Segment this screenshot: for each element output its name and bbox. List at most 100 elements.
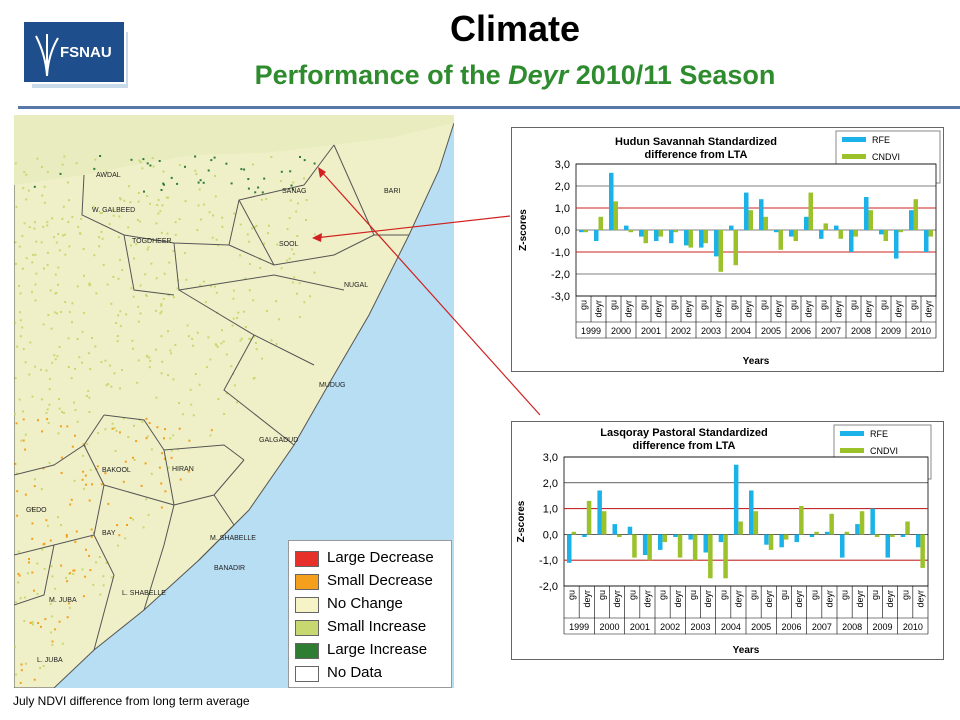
ndvi-pixel xyxy=(216,346,219,348)
bar-rfe xyxy=(870,508,875,535)
ndvi-pixel xyxy=(29,621,32,624)
ndvi-pixel xyxy=(135,440,138,443)
ndvi-pixel xyxy=(102,575,105,578)
ndvi-pixel xyxy=(42,225,45,228)
ndvi-pixel xyxy=(160,231,163,234)
ndvi-pixel xyxy=(148,422,151,425)
ndvi-pixel xyxy=(81,361,83,364)
ndvi-pixel xyxy=(61,217,64,220)
bar-cndvi xyxy=(628,230,633,233)
ndvi-pixel xyxy=(280,170,283,173)
ndvi-pixel xyxy=(252,299,255,302)
bar-cndvi xyxy=(688,230,693,248)
ndvi-pixel xyxy=(137,200,140,203)
ndvi-pixel xyxy=(190,403,193,406)
season-label: deyr xyxy=(733,590,743,608)
ndvi-pixel xyxy=(62,205,65,208)
season-label: gu xyxy=(879,300,889,310)
year-label: 2006 xyxy=(781,622,801,632)
ndvi-pixel xyxy=(33,185,36,188)
bar-rfe xyxy=(749,490,754,535)
ndvi-pixel xyxy=(22,439,25,442)
season-label: deyr xyxy=(804,300,814,318)
ndvi-pixel xyxy=(209,285,212,288)
bar-cndvi xyxy=(658,230,663,237)
ndvi-pixel xyxy=(50,631,53,634)
y-axis-label: Z-scores xyxy=(516,500,527,542)
bar-cndvi xyxy=(829,513,834,535)
ndvi-pixel xyxy=(46,524,49,527)
region-label: M. JUBA xyxy=(49,597,77,604)
plot-area xyxy=(563,456,929,587)
season-label: gu xyxy=(909,300,919,310)
ndvi-pixel xyxy=(32,253,35,256)
bar-cndvi xyxy=(763,216,768,230)
ndvi-pixel xyxy=(215,291,218,294)
ndvi-pixel xyxy=(19,311,22,314)
ndvi-pixel xyxy=(145,295,148,297)
x-axis-label: Years xyxy=(743,356,770,367)
ndvi-pixel xyxy=(102,584,105,587)
ndvi-pixel xyxy=(24,493,27,496)
ndvi-pixel xyxy=(33,221,36,224)
ndvi-pixel xyxy=(87,389,90,392)
season-label: deyr xyxy=(642,590,652,608)
ndvi-pixel xyxy=(18,245,21,248)
ndvi-pixel xyxy=(210,429,213,432)
ndvi-pixel xyxy=(280,267,283,270)
ndvi-pixel xyxy=(158,466,161,469)
ndvi-pixel xyxy=(36,592,39,595)
ndvi-pixel xyxy=(275,300,278,303)
ndvi-pixel xyxy=(137,192,140,195)
bar-rfe xyxy=(794,534,799,543)
ndvi-pixel xyxy=(70,377,73,380)
ndvi-pixel xyxy=(240,168,243,171)
ndvi-pixel xyxy=(75,530,78,533)
ndvi-pixel xyxy=(146,162,149,165)
chart-title: difference from LTA xyxy=(645,149,748,161)
ndvi-pixel xyxy=(217,244,220,247)
ndvi-pixel xyxy=(16,472,19,475)
ndvi-pixel xyxy=(160,189,163,191)
bar-cndvi xyxy=(778,230,783,250)
ndvi-pixel xyxy=(209,358,212,361)
bar-rfe xyxy=(885,534,890,558)
ndvi-pixel xyxy=(67,220,70,223)
ndvi-pixel xyxy=(119,431,121,434)
season-label: gu xyxy=(900,590,910,600)
bar-rfe xyxy=(627,526,633,535)
ndvi-pixel xyxy=(265,309,268,312)
ndvi-pixel xyxy=(14,321,17,324)
year-label: 2000 xyxy=(611,326,631,336)
legend-label: CNDVI xyxy=(872,152,900,162)
ndvi-pixel xyxy=(194,373,197,376)
ndvi-pixel xyxy=(49,602,52,605)
bar-rfe xyxy=(658,534,663,550)
bar-cndvi xyxy=(838,230,843,239)
ndvi-pixel xyxy=(21,267,24,270)
ndvi-pixel xyxy=(133,424,135,427)
ndvi-pixel xyxy=(16,490,19,493)
ndvi-pixel xyxy=(160,506,163,509)
ndvi-pixel xyxy=(49,539,52,542)
bar-rfe xyxy=(597,490,602,535)
ndvi-pixel xyxy=(90,535,93,538)
region-label: AWDAL xyxy=(96,172,121,179)
year-label: 2001 xyxy=(630,622,650,632)
year-label: 2002 xyxy=(660,622,680,632)
ndvi-pixel xyxy=(195,173,198,176)
ndvi-pixel xyxy=(197,181,200,184)
ndvi-pixel xyxy=(71,445,74,448)
ndvi-pixel xyxy=(278,318,281,321)
ndvi-pixel xyxy=(208,211,211,214)
ndvi-pixel xyxy=(155,396,158,399)
ndvi-pixel xyxy=(248,337,251,340)
ndvi-pixel xyxy=(174,221,177,224)
ndvi-pixel xyxy=(233,212,236,215)
ndvi-pixel xyxy=(255,348,258,351)
bar-cndvi xyxy=(583,230,588,233)
ndvi-pixel xyxy=(288,217,291,220)
ndvi-pixel xyxy=(292,181,295,184)
bar-cndvi xyxy=(823,223,828,230)
ndvi-pixel xyxy=(119,258,122,261)
